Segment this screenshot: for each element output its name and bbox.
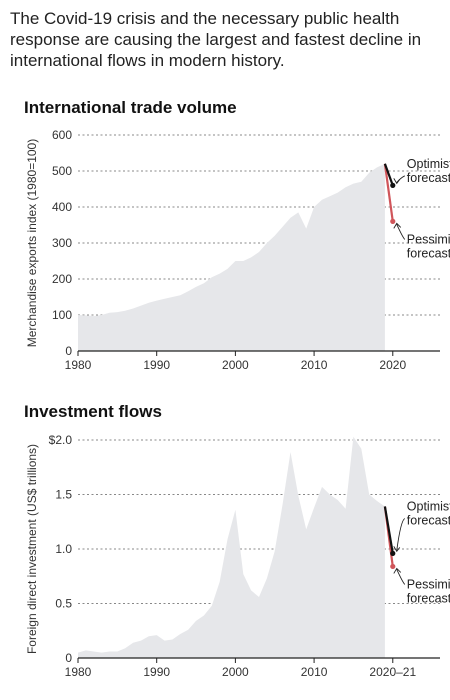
investment-pessimistic-arrowhead	[393, 567, 402, 574]
investment-optimistic-arrowhead	[393, 546, 401, 553]
investment-optimistic-line	[383, 506, 394, 554]
trade-y-axis-label: Merchandise exports index (1980=100)	[25, 139, 39, 347]
investment-pessimistic-label: forecast	[407, 591, 450, 605]
trade-optimistic-label: forecast	[407, 171, 450, 185]
trade-x-tick-label: 2020	[379, 358, 406, 370]
trade-pessimistic-label: Pessimistic	[407, 232, 450, 246]
investment-x-tick-label: 1990	[143, 665, 170, 679]
trade-optimistic-point	[390, 182, 396, 188]
investment-series-area	[78, 436, 385, 658]
investment-flows-chart: Foreign direct investment (US$ trillions…	[25, 433, 450, 679]
trade-y-tick-label: 0	[65, 344, 72, 358]
trade-y-tick-label: 200	[52, 272, 72, 286]
trade-y-tick-label: 100	[52, 308, 72, 322]
trade-x-tick-label: 1980	[65, 358, 92, 370]
trade-series-area	[78, 163, 385, 351]
trade-chart-title: International trade volume	[24, 98, 237, 117]
investment-y-tick-label: 1.5	[55, 488, 72, 502]
investment-x-tick-label: 2020–21	[369, 665, 416, 679]
investment-y-tick-label: 0	[65, 651, 72, 665]
investment-x-tick-label: 2010	[301, 665, 328, 679]
trade-x-tick-label: 2010	[301, 358, 328, 370]
trade-optimistic-label: Optimistic	[407, 157, 450, 171]
trade-y-tick-label: 300	[52, 236, 72, 250]
investment-chart-title: Investment flows	[24, 402, 162, 421]
investment-pessimistic-label: Pessimistic	[407, 577, 450, 591]
investment-y-tick-label: $2.0	[49, 433, 73, 447]
intro-text: The Covid-19 crisis and the necessary pu…	[10, 9, 422, 70]
trade-y-tick-label: 600	[52, 128, 72, 142]
investment-y-axis-label: Foreign direct investment (US$ trillions…	[25, 444, 39, 654]
trade-pessimistic-arrow	[396, 224, 406, 240]
investment-y-tick-label: 0.5	[55, 597, 72, 611]
investment-optimistic-label: Optimistic	[407, 499, 450, 513]
trade-optimistic-arrow	[396, 175, 405, 183]
investment-optimistic-point	[390, 550, 396, 556]
trade-x-tick-label: 1990	[143, 358, 170, 370]
trade-y-tick-label: 500	[52, 164, 72, 178]
investment-x-tick-label: 1980	[65, 665, 92, 679]
trade-optimistic-arrowhead	[393, 178, 401, 185]
trade-y-tick-label: 400	[52, 200, 72, 214]
trade-optimistic-line	[383, 163, 394, 186]
trade-pessimistic-line	[383, 163, 394, 222]
investment-optimistic-label: forecast	[407, 513, 450, 527]
trade-pessimistic-point	[390, 218, 396, 224]
trade-volume-chart: Merchandise exports index (1980=100) 0 100…	[25, 128, 450, 370]
investment-x-tick-label: 2000	[222, 665, 249, 679]
trade-pessimistic-arrowhead	[393, 222, 402, 229]
investment-y-tick-label: 1.0	[55, 542, 72, 556]
investment-optimistic-arrow	[396, 518, 406, 551]
trade-x-tick-label: 2000	[222, 358, 249, 370]
investment-pessimistic-point	[390, 563, 396, 570]
investment-pessimistic-arrow	[396, 569, 406, 585]
trade-pessimistic-label: forecast	[407, 246, 450, 260]
